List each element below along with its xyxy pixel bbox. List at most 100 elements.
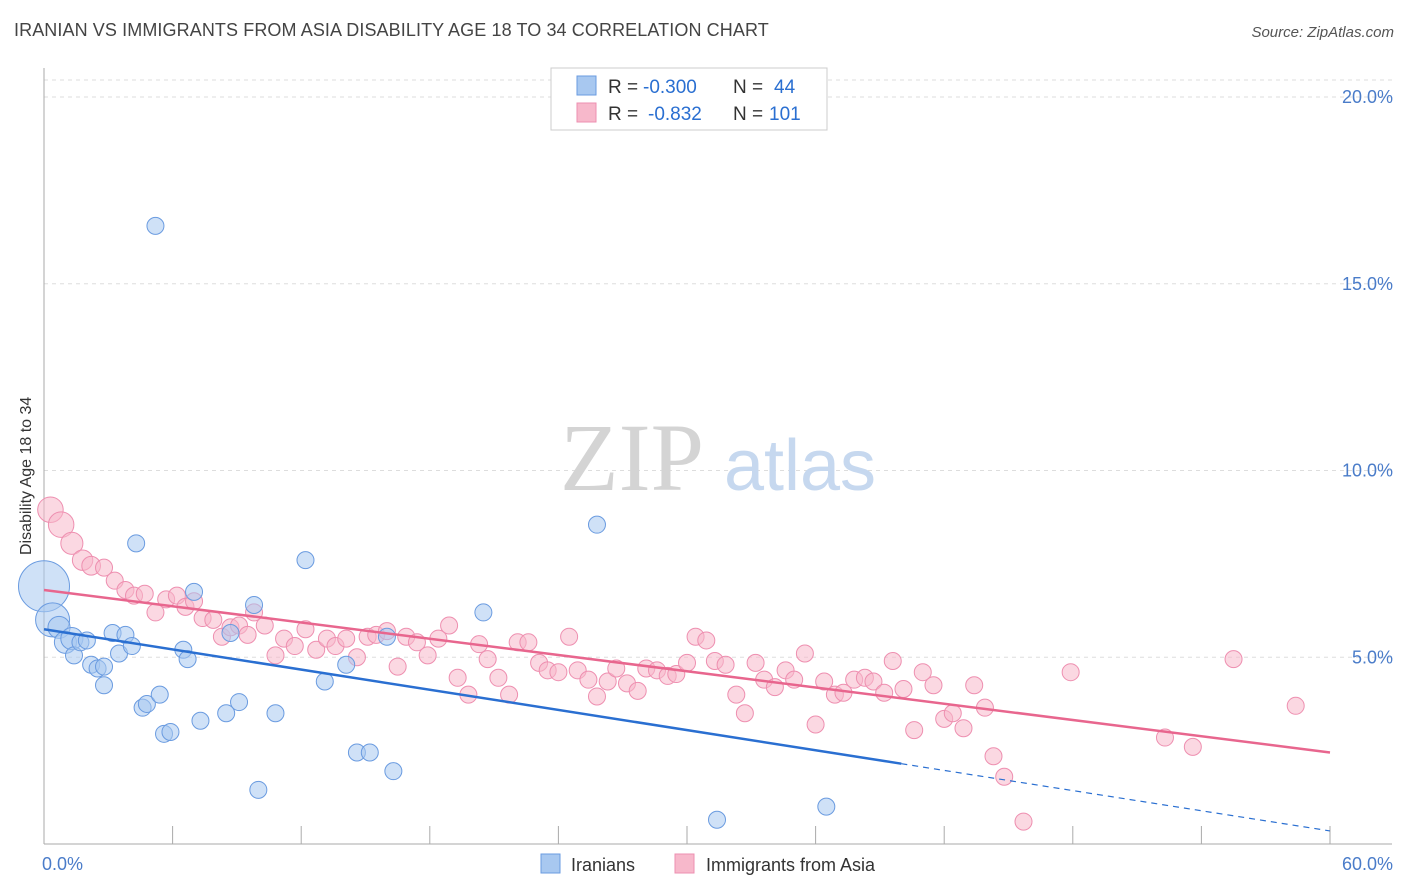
immigrants-data-point [905, 721, 924, 740]
iranians-data-point [122, 637, 141, 656]
immigrants-data-point [697, 631, 716, 650]
immigrants-data-point [598, 672, 617, 691]
immigrants-data-point [1286, 696, 1305, 715]
iranians-data-point [708, 810, 727, 829]
x-tick-label: 0.0% [42, 854, 83, 874]
immigrants-data-point [943, 704, 962, 723]
immigrants-data-point [716, 655, 735, 674]
immigrants-data-point [388, 657, 407, 676]
immigrants-data-point [735, 704, 754, 723]
immigrants-data-point [204, 610, 223, 629]
iranians-data-point [18, 560, 70, 613]
iranians-data-point [127, 534, 146, 553]
y-tick-label: 15.0% [1342, 274, 1393, 294]
immigrants-data-point [628, 681, 647, 700]
legend-swatch-iranians [576, 75, 597, 96]
immigrants-data-point [1061, 663, 1080, 682]
immigrants-data-point [549, 663, 568, 682]
legend-r-value-iranians: -0.300 [643, 77, 697, 98]
y-tick-labels: 5.0% 10.0% 15.0% 20.0% [1342, 87, 1393, 667]
immigrants-data-point [448, 668, 467, 687]
immigrants-data-point [418, 646, 437, 665]
series-iranians-points [18, 216, 836, 829]
iranians-data-point [191, 711, 210, 730]
legend-r-label: R = [608, 104, 638, 125]
immigrants-data-point [1183, 737, 1202, 756]
immigrants-data-point [1224, 650, 1243, 669]
immigrants-data-point [954, 719, 973, 738]
iranians-data-point [315, 672, 334, 691]
immigrants-data-point [47, 511, 75, 538]
iranians-data-point [266, 704, 285, 723]
immigrants-data-point [746, 653, 765, 672]
iranians-data-point [161, 722, 180, 741]
immigrants-data-point [924, 676, 943, 695]
immigrants-data-point [307, 640, 326, 659]
iranians-data-point [474, 603, 493, 622]
iranians-data-point [360, 743, 379, 762]
iranians-trend-line [43, 628, 902, 765]
series-legend: Iranians Immigrants from Asia [540, 853, 876, 875]
immigrants-data-point [135, 584, 154, 603]
immigrants-data-point [815, 672, 834, 691]
legend-box [550, 67, 828, 131]
legend-r-value-immigrants: -0.832 [648, 104, 702, 125]
watermark: ZIP atlas [560, 404, 876, 511]
watermark-zip: ZIP [560, 404, 704, 511]
iranians-data-point [185, 582, 204, 601]
immigrants-data-point [965, 676, 984, 695]
immigrants-data-point [296, 620, 315, 639]
y-tick-label: 5.0% [1352, 647, 1393, 667]
iranians-data-point [221, 623, 240, 642]
immigrants-data-point [337, 629, 356, 648]
iranians-data-point [245, 595, 264, 614]
immigrants-data-point [806, 715, 825, 734]
immigrants-data-point [266, 646, 285, 665]
immigrants-trend-line [43, 588, 1331, 754]
legend-swatch-immigrants [576, 102, 597, 123]
iranians-data-point [146, 216, 165, 235]
series-immigrants-from-asia-points [37, 496, 1305, 831]
correlation-legend: R = -0.300 N = 44 R = -0.832 N = 101 [550, 67, 828, 131]
immigrants-data-point [489, 668, 508, 687]
immigrants-data-point [607, 659, 626, 678]
iranians-data-point [95, 657, 114, 676]
iranians-data-point [337, 655, 356, 674]
watermark-atlas: atlas [724, 426, 876, 506]
immigrants-data-point [913, 663, 932, 682]
bottom-legend-swatch-immigrants [674, 853, 695, 874]
gridlines [44, 79, 1392, 658]
trend-lines [43, 588, 1331, 832]
iranians-data-point [377, 627, 396, 646]
immigrants-data-point [560, 627, 579, 646]
immigrants-data-point [587, 687, 606, 706]
iranians-data-point [150, 685, 169, 704]
immigrants-data-point [678, 653, 696, 672]
iranians-data-point [95, 676, 114, 695]
immigrants-data-point [95, 558, 114, 577]
immigrants-data-point [440, 616, 459, 635]
bottom-legend-iranians: Iranians [571, 855, 635, 875]
iranians-data-point [230, 693, 249, 712]
iranians-data-point [587, 515, 606, 534]
iranians-data-point [137, 694, 156, 713]
immigrants-data-point [795, 644, 814, 663]
legend-n-value-immigrants: 101 [769, 104, 801, 125]
iranians-data-point [249, 780, 268, 799]
immigrants-data-point [727, 685, 746, 704]
immigrants-data-point [478, 650, 497, 669]
bottom-legend-swatch-iranians [540, 853, 561, 874]
legend-n-label: N = [733, 104, 763, 125]
bottom-legend-immigrants: Immigrants from Asia [706, 855, 876, 875]
iranians-data-point [384, 762, 403, 781]
immigrants-data-point [519, 633, 538, 652]
immigrants-data-point [883, 651, 902, 670]
x-tick-labels: 0.0% 60.0% [42, 854, 1393, 874]
legend-n-value-iranians: 44 [774, 77, 796, 98]
source-label: Source: ZipAtlas.com [1251, 24, 1394, 41]
immigrants-data-point [995, 767, 1014, 786]
immigrants-data-point [875, 683, 894, 702]
iranians-data-point [296, 551, 315, 570]
immigrants-data-point [864, 672, 883, 691]
